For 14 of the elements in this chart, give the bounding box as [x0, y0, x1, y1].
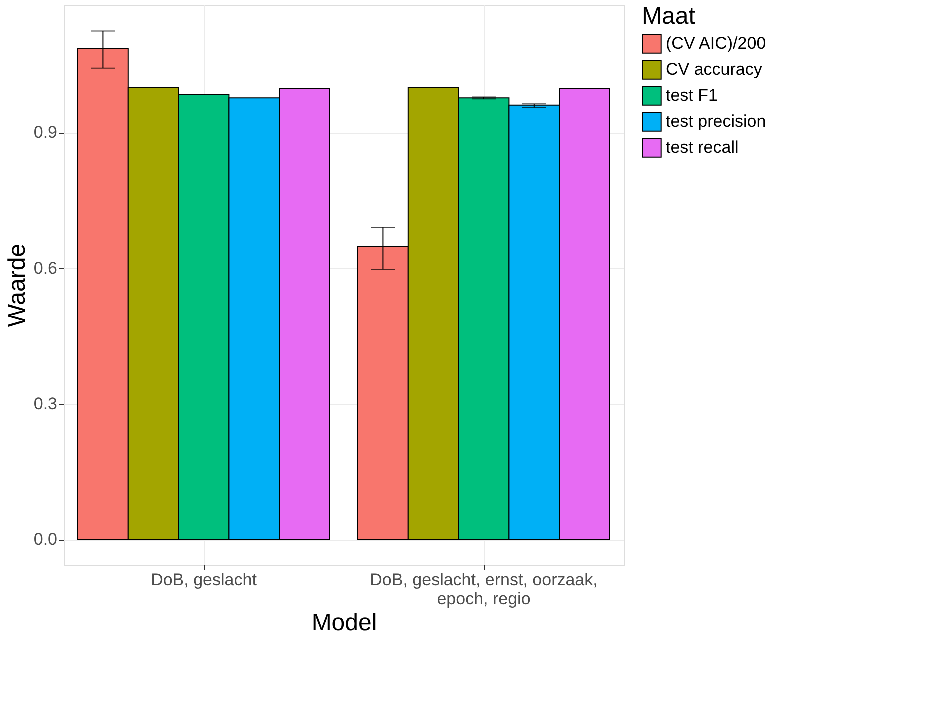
legend-label: CV accuracy [666, 60, 763, 79]
x-tick-label: DoB, geslacht, ernst, oorzaak, epoch, regio [370, 570, 598, 608]
x-axis-title: Model [312, 610, 378, 636]
y-tick-label: 0.0 [34, 530, 58, 550]
legend-label: (CV AIC)/200 [666, 34, 766, 53]
legend-label: test precision [666, 112, 766, 131]
y-tick-label: 0.3 [34, 394, 58, 414]
legend-label: test F1 [666, 86, 718, 105]
y-tick-label: 0.6 [34, 258, 58, 278]
legend-title: Maat [642, 3, 696, 30]
x-tick-label: DoB, geslacht [151, 570, 258, 590]
y-axis-title: Waarde [4, 244, 31, 328]
legend-label: test recall [666, 138, 739, 157]
y-tick-label: 0.9 [34, 123, 58, 142]
